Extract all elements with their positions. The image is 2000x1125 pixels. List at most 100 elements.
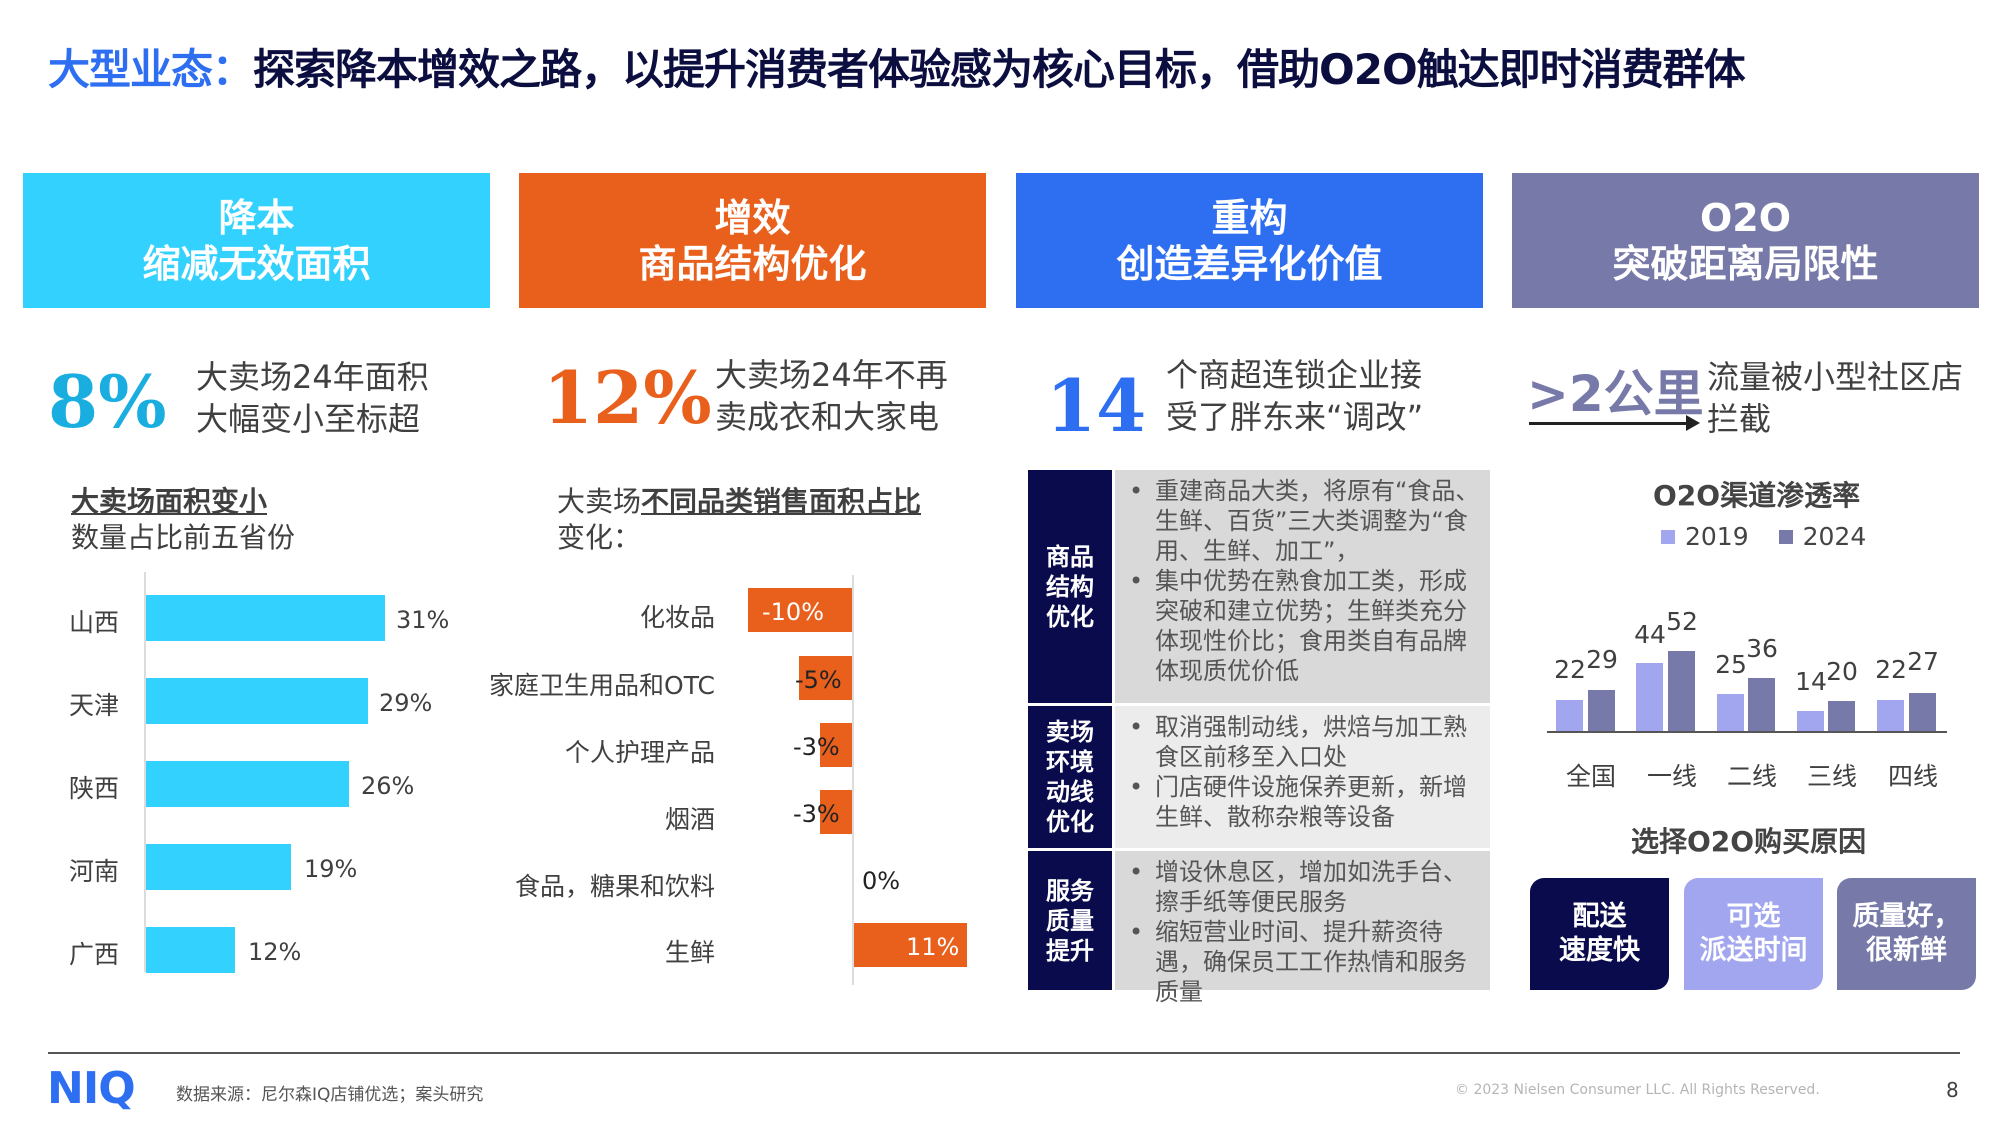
bar-value: 14	[1795, 667, 1827, 696]
chart-axis	[144, 572, 146, 972]
bullet-item: 门店硬件设施保养更新，新增生鲜、散称杂粮等设备	[1125, 772, 1484, 832]
category-label: 二线	[1726, 762, 1777, 791]
bar-2019	[1636, 663, 1663, 731]
bar-2024	[1909, 693, 1936, 731]
arrow-line	[1529, 422, 1689, 425]
reasons-title: 选择O2O购买原因	[1631, 825, 1867, 858]
bullet-item: 重建商品大类，将原有“食品、生鲜、百货”三大类调整为“食用、生鲜、加工”，	[1125, 476, 1484, 566]
header-text: 服务	[1046, 876, 1094, 905]
stat-line: 个商超连锁企业接	[1166, 356, 1423, 394]
bar-value: 26%	[361, 772, 415, 800]
bar	[146, 927, 235, 973]
header-text: 动线	[1046, 778, 1094, 806]
pillar-title: 增效	[714, 195, 791, 240]
stat-line: 大卖场24年面积	[196, 358, 429, 396]
bar-value: 52	[1666, 607, 1698, 636]
bullet-item: 缩短营业时间、提升薪资待遇，确保员工工作热情和服务质量	[1125, 917, 1484, 1007]
header-text: 环境	[1046, 748, 1094, 776]
bar-2024	[1588, 690, 1615, 731]
reason-text: 派送时间	[1699, 935, 1808, 966]
legend-swatch-2019	[1661, 529, 1675, 544]
pillar-subtitle: 商品结构优化	[638, 241, 867, 286]
chart-title-bold: 大卖场面积变小	[71, 485, 268, 518]
bar-value: 20	[1826, 657, 1858, 686]
bar-value: 11%	[906, 933, 960, 961]
bar-value: 0%	[862, 867, 901, 895]
bar-label: 陕西	[69, 774, 120, 803]
table-row-body: 取消强制动线，烘焙与加工熟食区前移至入口处 门店硬件设施保养更新，新增生鲜、散称…	[1115, 706, 1490, 848]
stat-desc: 个商超连锁企业接 受了胖东来“调改”	[1166, 354, 1423, 438]
bar-value: 29	[1586, 645, 1618, 674]
stat-value-8pct: 8%	[48, 359, 167, 444]
bar-value: 31%	[396, 606, 450, 634]
o2o-chart-title: O2O渠道渗透率	[1653, 479, 1861, 512]
bar	[748, 588, 852, 632]
bar-2024	[1748, 678, 1775, 731]
bar-value: 12%	[248, 938, 302, 966]
stat-desc: 大卖场24年不再 卖成衣和大家电	[715, 354, 948, 438]
bar-value: 22	[1554, 655, 1586, 684]
stat-line: 受了胖东来“调改”	[1166, 398, 1424, 436]
copyright: © 2023 Nielsen Consumer LLC. All Rights …	[1455, 1082, 1820, 1098]
bar-label: 广西	[69, 940, 120, 969]
header-text: 质量	[1046, 906, 1094, 935]
table-row-header: 商品 结构 优化	[1028, 470, 1112, 703]
pillar-o2o: O2O 突破距离局限性	[1512, 173, 1979, 308]
chart-legend: 2019 2024	[1661, 522, 1866, 551]
bar-2024	[1668, 651, 1695, 731]
chart-title-sub: 数量占比前五省份	[71, 521, 296, 554]
reason-choose-time: 可选 派送时间	[1684, 878, 1823, 990]
bar-label: 生鲜	[664, 938, 715, 967]
stat-line: 大卖场24年不再	[715, 356, 948, 394]
bar-2019	[1717, 694, 1744, 731]
chart-axis	[852, 575, 854, 985]
bar-label: 烟酒	[664, 805, 715, 834]
bar-2019	[1797, 711, 1824, 731]
pillar-subtitle: 缩减无效面积	[142, 241, 371, 286]
header-text: 卖场	[1046, 718, 1094, 746]
stat-value-2km: >2公里	[1527, 365, 1704, 423]
bar-label: 家庭卫生用品和OTC	[489, 671, 715, 700]
bullet-item: 取消强制动线，烘焙与加工熟食区前移至入口处	[1125, 712, 1484, 772]
reason-text: 可选	[1726, 901, 1781, 932]
chart-title-bold: 不同品类销售面积占比	[641, 485, 922, 518]
bar	[146, 678, 368, 724]
header-text: 结构	[1046, 572, 1094, 601]
stat-value-12pct: 12%	[543, 355, 712, 440]
stat-line: 拦截	[1707, 400, 1772, 438]
bar-value: 44	[1634, 620, 1666, 649]
chart-baseline	[1547, 731, 1947, 733]
pillar-subtitle: 突破距离局限性	[1612, 241, 1879, 286]
header-text: 商品	[1046, 542, 1094, 571]
pillar-restructure: 重构 创造差异化价值	[1016, 173, 1483, 308]
header-text: 优化	[1046, 602, 1094, 631]
bar-label: 个人护理产品	[564, 738, 715, 767]
bar-2019	[1877, 700, 1904, 731]
bar-label: 食品，糖果和饮料	[514, 872, 715, 901]
header-text: 优化	[1046, 808, 1094, 836]
bar-2024	[1828, 701, 1855, 731]
bar	[820, 790, 852, 834]
bar	[820, 723, 852, 767]
pillar-title: 重构	[1211, 195, 1288, 240]
stat-line: 卖成衣和大家电	[715, 398, 940, 436]
province-chart-title: 大卖场面积变小 数量占比前五省份	[71, 484, 295, 556]
bar-value: -10%	[762, 598, 825, 626]
page-title: 大型业态：探索降本增效之路，以提升消费者体验感为核心目标，借助O2O触达即时消费…	[48, 36, 1746, 97]
bar-value: 19%	[304, 855, 358, 883]
stat-desc: 大卖场24年面积 大幅变小至标超	[196, 356, 429, 440]
bar	[146, 844, 291, 890]
bar-label: 天津	[69, 691, 120, 720]
pillar-cost-reduction: 降本 缩减无效面积	[23, 173, 490, 308]
niq-logo: NIQ	[47, 1063, 136, 1114]
pillar-title: 降本	[218, 195, 295, 240]
bar-value: 29%	[379, 689, 433, 717]
footer-divider	[48, 1052, 1960, 1054]
bar-value: 27	[1907, 647, 1939, 676]
bullet-item: 增设休息区，增加如洗手台、擦手纸等便民服务	[1125, 857, 1484, 917]
category-label: 全国	[1565, 762, 1616, 791]
legend-label: 2024	[1802, 522, 1867, 551]
reason-text: 速度快	[1559, 935, 1640, 966]
reason-text: 质量好，	[1852, 901, 1961, 932]
